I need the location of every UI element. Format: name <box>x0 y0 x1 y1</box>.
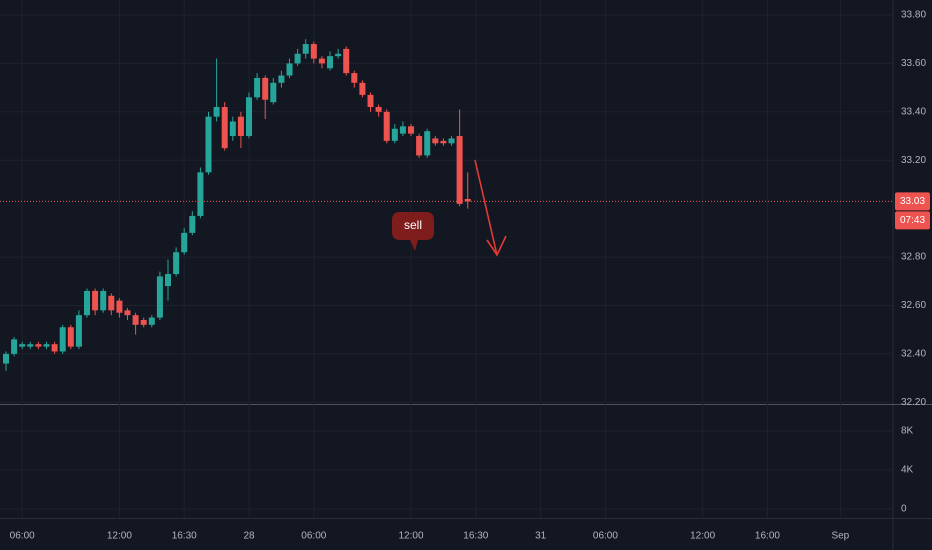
candle-body <box>140 320 147 325</box>
y-tick-label: 32.80 <box>901 252 926 263</box>
candle-body <box>189 215 196 233</box>
y-tick-label: 33.60 <box>901 58 926 69</box>
candle-body <box>156 276 163 318</box>
y-tick-label: 33.80 <box>901 10 926 21</box>
candle-body <box>254 77 261 98</box>
candle-body <box>440 140 447 144</box>
candle-body <box>391 128 398 141</box>
candle-body <box>294 53 301 64</box>
candle-body <box>448 138 455 144</box>
candle-body <box>148 317 155 325</box>
candle-body <box>432 138 439 144</box>
y2-tick-label: 0 <box>901 504 907 515</box>
candle-body <box>327 56 334 69</box>
last-price-box <box>895 192 930 211</box>
x-tick-label: 16:30 <box>463 531 488 542</box>
candle-body <box>124 310 131 316</box>
y-tick-label: 33.20 <box>901 155 926 166</box>
candle-body <box>132 315 139 325</box>
candle-body <box>367 94 374 107</box>
last-price-label: 33.03 <box>900 196 925 207</box>
x-tick-label: 06:00 <box>593 531 618 542</box>
x-tick-label: 12:00 <box>399 531 424 542</box>
x-tick-label: 12:00 <box>690 531 715 542</box>
x-tick-label: 06:00 <box>10 531 35 542</box>
candle-body <box>375 106 382 112</box>
candle-body <box>27 344 34 347</box>
y-tick-label: 32.60 <box>901 300 926 311</box>
y-tick-label: 33.40 <box>901 106 926 117</box>
candle-body <box>270 82 277 103</box>
candle-body <box>35 344 42 347</box>
candle-body <box>59 327 66 352</box>
candle-body <box>246 97 253 137</box>
candle-body <box>108 295 115 311</box>
candle-body <box>343 48 350 74</box>
y2-tick-label: 8K <box>901 426 914 437</box>
candle-body <box>351 73 358 83</box>
candle-body <box>424 131 431 156</box>
candle-body <box>237 116 244 137</box>
y-tick-label: 32.20 <box>901 397 926 408</box>
candle-body <box>335 53 342 57</box>
y-tick-label: 32.40 <box>901 349 926 360</box>
candle-body <box>310 44 317 59</box>
candle-body <box>359 82 366 95</box>
sell-label: sell <box>404 218 422 232</box>
candle-body <box>67 327 74 347</box>
candle-body <box>221 106 228 149</box>
candle-body <box>383 111 390 141</box>
sell-bubble <box>392 212 434 251</box>
x-tick-label: 16:30 <box>172 531 197 542</box>
candle-body <box>75 315 82 347</box>
candle-body <box>83 290 90 316</box>
candle-body <box>213 106 220 117</box>
candle-body <box>416 136 423 156</box>
candle-body <box>464 198 471 202</box>
candle-body <box>408 126 415 134</box>
candle-body <box>2 353 9 364</box>
candle-body <box>11 339 18 354</box>
candle-body <box>456 136 463 204</box>
x-tick-label: 12:00 <box>107 531 132 542</box>
y2-tick-label: 4K <box>901 465 914 476</box>
candles <box>0 39 893 371</box>
candle-body <box>318 58 325 64</box>
candle-body <box>302 44 309 54</box>
candle-body <box>229 121 236 137</box>
labels: 06:00 12:00 16:30 28 06:00 12:00 16:30 31 06:00 1… <box>10 10 930 542</box>
candle-body <box>278 75 285 83</box>
candle-body <box>165 274 172 287</box>
candle-body <box>51 344 58 352</box>
x-tick-label: 16:00 <box>755 531 780 542</box>
candle-body <box>262 77 269 100</box>
candle-body <box>399 126 406 134</box>
candle-body <box>286 63 293 76</box>
countdown-label: 07:43 <box>900 215 925 226</box>
candle-body <box>43 344 50 347</box>
candle-body <box>100 290 107 311</box>
x-tick-label: 06:00 <box>301 531 326 542</box>
x-tick-label: Sep <box>831 531 849 542</box>
x-tick-label: 28 <box>243 531 255 542</box>
candle-body <box>181 232 188 253</box>
arrow <box>474 159 507 257</box>
candle-body <box>19 344 26 347</box>
countdown-box <box>895 211 930 230</box>
candle-body <box>173 252 180 275</box>
candle-body <box>92 290 99 311</box>
candle-body <box>116 300 123 313</box>
grid <box>0 0 893 518</box>
x-tick-label: 31 <box>535 531 547 542</box>
candle-body <box>205 116 212 173</box>
candle-body <box>197 172 204 216</box>
